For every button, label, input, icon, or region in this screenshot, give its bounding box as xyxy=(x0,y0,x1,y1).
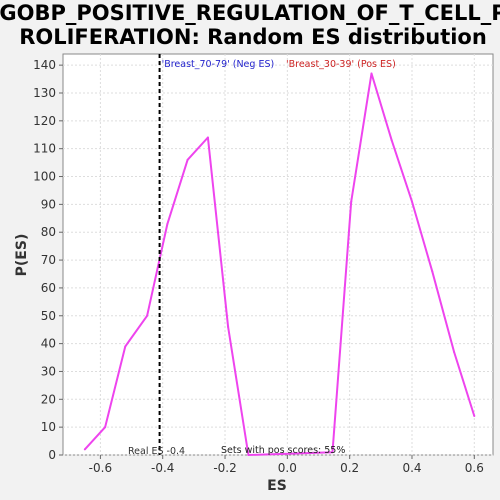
y-tick-label: 50 xyxy=(41,309,56,323)
x-tick-label: 0.4 xyxy=(402,461,421,475)
y-tick-label: 80 xyxy=(41,225,56,239)
x-tick-label: -0.2 xyxy=(213,461,236,475)
data-point xyxy=(370,72,373,75)
x-axis-title: ES xyxy=(267,478,287,494)
y-tick-label: 130 xyxy=(33,86,56,100)
x-tick-label: 0.6 xyxy=(465,461,484,475)
y-axis-title: P(ES) xyxy=(14,234,30,277)
data-point xyxy=(390,139,393,142)
y-tick-label: 20 xyxy=(41,392,56,406)
y-tick-label: 120 xyxy=(33,114,56,128)
chart-title-line-1: GOBP_POSITIVE_REGULATION_OF_T_CELL_P xyxy=(0,1,500,25)
x-tick-label: -0.6 xyxy=(89,461,112,475)
axes: 0 10 20 30 40 50 60 70 80 90 100 110 120 130 140 -0.6 -0… xyxy=(33,58,484,475)
data-point xyxy=(146,314,149,317)
pos-scores-annotation: Sets with pos scores: 55% xyxy=(221,445,345,456)
plot-area xyxy=(62,53,494,456)
x-tick-label: 0.0 xyxy=(278,461,297,475)
data-point xyxy=(410,200,413,203)
y-tick-label: 10 xyxy=(41,420,56,434)
y-tick-label: 40 xyxy=(41,337,56,351)
neg-es-annotation: 'Breast_70-79' (Neg ES) xyxy=(162,59,275,70)
data-point xyxy=(331,451,334,454)
data-point xyxy=(166,222,169,225)
data-point xyxy=(104,426,107,429)
real-es-label: Real ES -0.4 xyxy=(128,446,185,457)
data-series xyxy=(83,72,476,456)
y-tick-label: 70 xyxy=(41,253,56,267)
x-tick-label: -0.4 xyxy=(151,461,174,475)
grid-lines xyxy=(63,54,493,456)
y-tick-label: 140 xyxy=(33,58,56,72)
data-point xyxy=(186,158,189,161)
data-point xyxy=(350,200,353,203)
data-point xyxy=(83,448,86,451)
y-tick-label: 60 xyxy=(41,281,56,295)
y-tick-label: 110 xyxy=(33,142,56,156)
data-point xyxy=(206,136,209,139)
data-point xyxy=(227,325,230,328)
data-point xyxy=(473,415,476,418)
data-point xyxy=(431,270,434,273)
pos-es-annotation: 'Breast_30-39' (Pos ES) xyxy=(286,59,396,70)
y-tick-label: 100 xyxy=(33,170,56,184)
x-tick-label: 0.2 xyxy=(340,461,359,475)
y-tick-label: 90 xyxy=(41,197,56,211)
data-point xyxy=(124,345,127,348)
chart-title-line-2: ROLIFERATION: Random ES distribution xyxy=(19,25,487,49)
y-tick-label: 0 xyxy=(48,448,56,462)
y-tick-label: 30 xyxy=(41,364,56,378)
data-point xyxy=(453,350,456,353)
data-point xyxy=(247,454,250,456)
